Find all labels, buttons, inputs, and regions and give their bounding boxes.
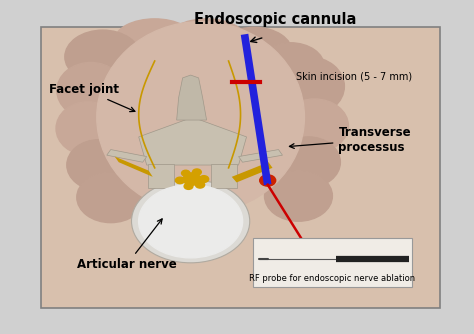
Circle shape bbox=[184, 183, 193, 189]
Ellipse shape bbox=[217, 27, 292, 78]
Circle shape bbox=[192, 169, 201, 175]
Ellipse shape bbox=[57, 62, 125, 119]
Ellipse shape bbox=[273, 57, 345, 116]
Circle shape bbox=[131, 180, 250, 263]
Circle shape bbox=[183, 173, 201, 185]
Circle shape bbox=[182, 170, 190, 176]
Text: Transverse
processus: Transverse processus bbox=[290, 126, 411, 154]
Bar bbox=[253, 238, 412, 287]
Polygon shape bbox=[107, 150, 146, 162]
Ellipse shape bbox=[276, 137, 340, 187]
Ellipse shape bbox=[77, 172, 145, 223]
Circle shape bbox=[195, 182, 205, 188]
Polygon shape bbox=[232, 162, 273, 182]
Bar bbox=[148, 164, 174, 187]
Polygon shape bbox=[177, 75, 207, 120]
Bar bbox=[41, 27, 440, 308]
Bar bbox=[211, 164, 237, 187]
Polygon shape bbox=[238, 150, 283, 162]
Text: Facet joint: Facet joint bbox=[49, 82, 135, 112]
Text: Endoscopic cannula: Endoscopic cannula bbox=[193, 12, 356, 27]
Text: Skin incision (5 - 7 mm): Skin incision (5 - 7 mm) bbox=[296, 71, 412, 81]
Text: RF probe for endoscopic nerve ablation: RF probe for endoscopic nerve ablation bbox=[249, 274, 415, 283]
Polygon shape bbox=[139, 117, 246, 165]
Ellipse shape bbox=[65, 30, 141, 84]
Ellipse shape bbox=[281, 99, 348, 152]
Ellipse shape bbox=[115, 19, 195, 61]
Text: Articular nerve: Articular nerve bbox=[77, 219, 176, 271]
Polygon shape bbox=[115, 157, 153, 177]
Circle shape bbox=[138, 185, 243, 258]
Ellipse shape bbox=[67, 140, 131, 190]
Ellipse shape bbox=[256, 43, 324, 91]
Ellipse shape bbox=[264, 171, 332, 221]
Ellipse shape bbox=[97, 22, 304, 213]
Circle shape bbox=[175, 177, 184, 184]
Circle shape bbox=[260, 175, 276, 186]
Circle shape bbox=[199, 176, 209, 182]
Ellipse shape bbox=[56, 102, 120, 155]
Ellipse shape bbox=[167, 19, 246, 61]
